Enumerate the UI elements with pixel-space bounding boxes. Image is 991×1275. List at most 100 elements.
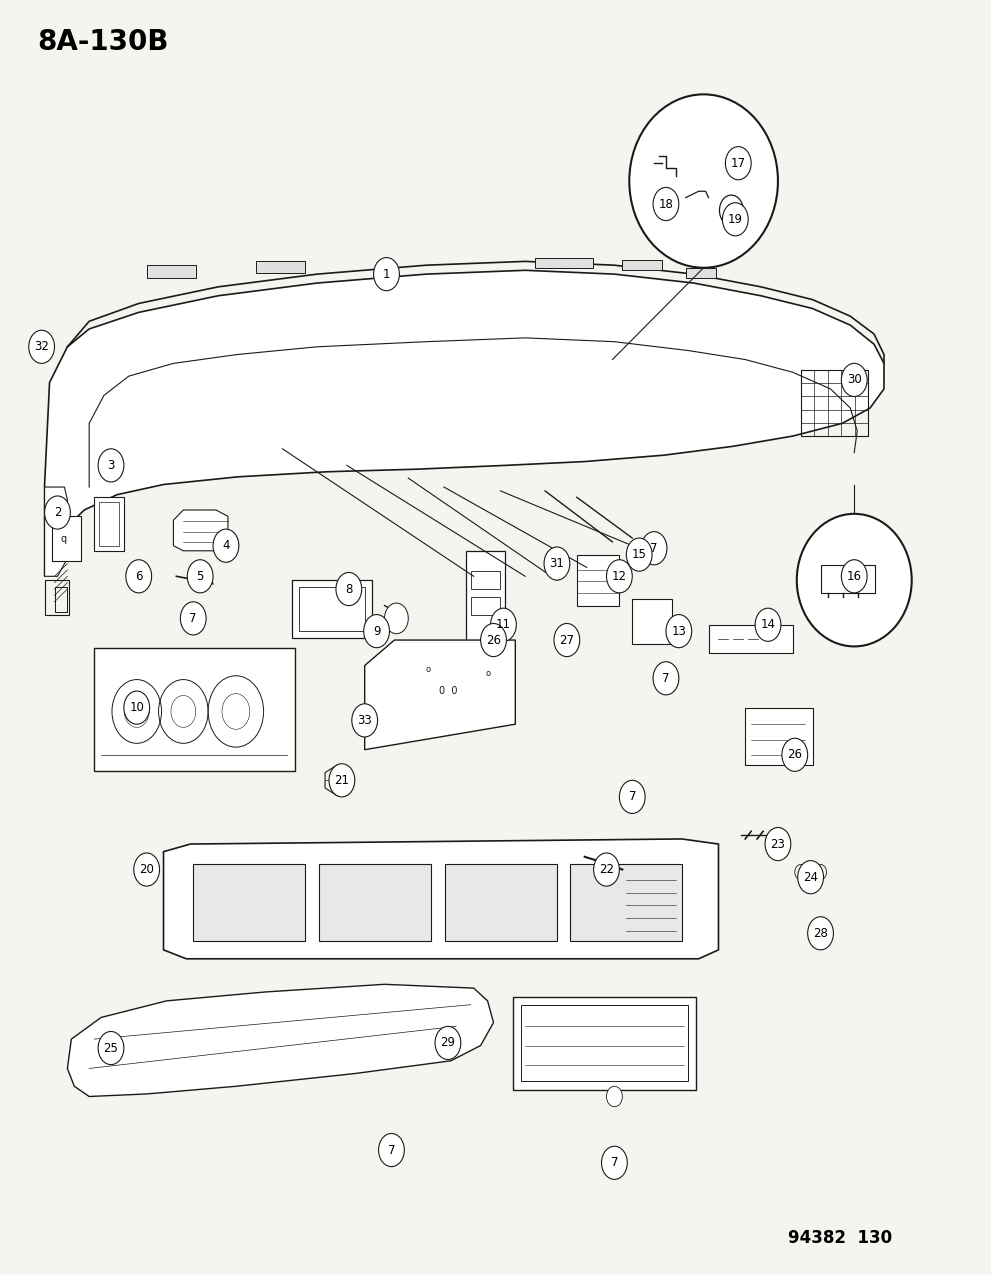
Polygon shape xyxy=(256,261,305,273)
Text: 0  0: 0 0 xyxy=(439,686,457,696)
Circle shape xyxy=(602,1146,627,1179)
Circle shape xyxy=(765,827,791,861)
Circle shape xyxy=(180,602,206,635)
Polygon shape xyxy=(709,625,793,653)
Text: 8: 8 xyxy=(345,583,353,595)
Circle shape xyxy=(124,691,150,724)
Polygon shape xyxy=(365,640,515,750)
Text: 27: 27 xyxy=(559,634,575,646)
Text: 7: 7 xyxy=(662,672,670,685)
Text: 31: 31 xyxy=(549,557,565,570)
Text: 7: 7 xyxy=(387,1144,395,1156)
Circle shape xyxy=(438,1030,458,1056)
Circle shape xyxy=(352,704,378,737)
Text: 13: 13 xyxy=(671,625,687,638)
Text: 25: 25 xyxy=(103,1042,119,1054)
Ellipse shape xyxy=(797,514,912,646)
Polygon shape xyxy=(445,864,557,941)
Text: 14: 14 xyxy=(760,618,776,631)
Circle shape xyxy=(336,572,362,606)
Text: 22: 22 xyxy=(599,863,614,876)
Circle shape xyxy=(641,532,667,565)
Text: 2: 2 xyxy=(54,506,61,519)
Circle shape xyxy=(755,608,781,641)
Text: 30: 30 xyxy=(847,374,861,386)
Text: 4: 4 xyxy=(222,539,230,552)
Circle shape xyxy=(658,668,674,688)
Polygon shape xyxy=(577,555,619,606)
Circle shape xyxy=(481,623,506,657)
Text: 5: 5 xyxy=(196,570,204,583)
Text: 29: 29 xyxy=(440,1037,456,1049)
Circle shape xyxy=(98,449,124,482)
Text: 7: 7 xyxy=(189,612,197,625)
Circle shape xyxy=(544,547,570,580)
Circle shape xyxy=(808,917,833,950)
Text: q: q xyxy=(60,534,66,544)
Text: 26: 26 xyxy=(486,634,501,646)
Text: 28: 28 xyxy=(813,927,828,940)
Text: 33: 33 xyxy=(358,714,372,727)
Circle shape xyxy=(798,861,824,894)
Circle shape xyxy=(606,560,632,593)
Circle shape xyxy=(606,1153,622,1173)
Text: o: o xyxy=(425,664,431,674)
Circle shape xyxy=(491,608,516,641)
Text: 10: 10 xyxy=(129,701,145,714)
Polygon shape xyxy=(67,984,494,1096)
Circle shape xyxy=(379,1133,404,1167)
Polygon shape xyxy=(193,864,305,941)
Circle shape xyxy=(653,662,679,695)
Circle shape xyxy=(782,738,808,771)
Text: 20: 20 xyxy=(139,863,155,876)
Circle shape xyxy=(666,615,692,648)
Bar xyxy=(52,516,81,561)
Circle shape xyxy=(134,853,160,886)
Circle shape xyxy=(624,787,640,807)
Text: 6: 6 xyxy=(135,570,143,583)
Polygon shape xyxy=(622,260,662,270)
Polygon shape xyxy=(686,268,716,278)
Polygon shape xyxy=(466,551,505,644)
Text: 26: 26 xyxy=(787,748,803,761)
Polygon shape xyxy=(319,864,431,941)
Circle shape xyxy=(374,258,399,291)
Text: 21: 21 xyxy=(334,774,350,787)
Circle shape xyxy=(841,363,867,397)
Text: 16: 16 xyxy=(846,570,862,583)
Bar xyxy=(821,565,875,593)
Polygon shape xyxy=(570,864,682,941)
Text: 94382  130: 94382 130 xyxy=(788,1229,893,1247)
Polygon shape xyxy=(164,839,718,959)
Polygon shape xyxy=(45,487,67,576)
Bar xyxy=(801,370,868,436)
Polygon shape xyxy=(45,270,884,576)
Circle shape xyxy=(185,608,201,629)
Circle shape xyxy=(725,147,751,180)
Text: 32: 32 xyxy=(34,340,50,353)
Circle shape xyxy=(841,560,867,593)
Text: 24: 24 xyxy=(803,871,819,884)
Text: 15: 15 xyxy=(631,548,647,561)
Text: 9: 9 xyxy=(373,625,381,638)
Circle shape xyxy=(606,1086,622,1107)
Circle shape xyxy=(29,330,55,363)
Circle shape xyxy=(385,603,408,634)
Circle shape xyxy=(364,615,389,648)
Polygon shape xyxy=(632,599,672,644)
Text: 8A-130B: 8A-130B xyxy=(38,28,169,56)
Circle shape xyxy=(384,1140,399,1160)
Bar xyxy=(99,502,119,546)
Polygon shape xyxy=(292,580,372,638)
Polygon shape xyxy=(147,265,196,278)
Circle shape xyxy=(435,1026,461,1060)
Text: 3: 3 xyxy=(107,459,115,472)
Text: 7: 7 xyxy=(610,1156,618,1169)
Circle shape xyxy=(213,529,239,562)
Text: 1: 1 xyxy=(383,268,390,280)
Circle shape xyxy=(554,623,580,657)
Bar xyxy=(745,708,813,765)
Text: 19: 19 xyxy=(727,213,743,226)
Polygon shape xyxy=(94,648,295,771)
Circle shape xyxy=(626,538,652,571)
